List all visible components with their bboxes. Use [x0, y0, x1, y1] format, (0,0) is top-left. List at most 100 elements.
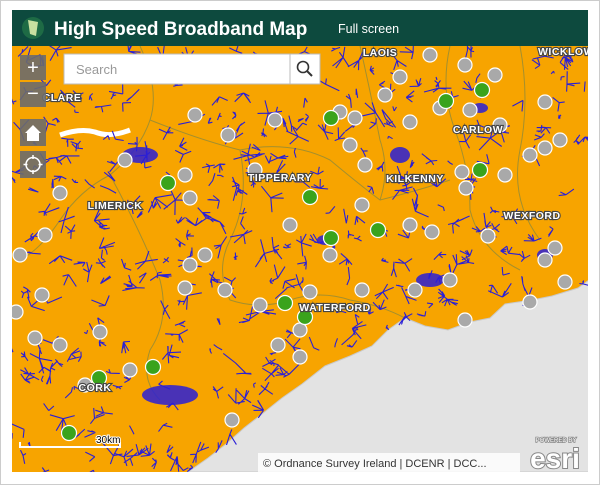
- zoom-out-label: −: [27, 83, 39, 105]
- exchange-marker-green: [296, 308, 314, 326]
- exchange-marker-grey: [407, 282, 423, 298]
- exchange-marker-green: [369, 221, 387, 239]
- exchange-marker-grey: [487, 67, 503, 83]
- exchange-marker-grey: [220, 127, 236, 143]
- exchange-marker-grey: [537, 94, 553, 110]
- county-label: WATERFORD: [299, 302, 370, 314]
- exchange-marker-grey: [224, 412, 240, 428]
- exchange-marker-grey: [77, 377, 93, 393]
- exchange-marker-green: [301, 188, 319, 206]
- exchange-marker-grey: [458, 180, 474, 196]
- scale-bar: [19, 442, 121, 448]
- exchange-marker-grey: [92, 324, 108, 340]
- markers-layer: [12, 47, 573, 442]
- search-button[interactable]: [289, 53, 321, 85]
- exchange-marker-grey: [182, 190, 198, 206]
- scale-label: 30km: [96, 435, 120, 446]
- exchange-marker-grey: [182, 257, 198, 273]
- exchange-marker-grey: [522, 147, 538, 163]
- exchange-marker-grey: [292, 322, 308, 338]
- county-label: LIMERICK: [88, 200, 143, 212]
- exchange-marker-grey: [357, 157, 373, 173]
- exchange-marker-grey: [354, 197, 370, 213]
- exchange-marker-grey: [454, 164, 470, 180]
- exchange-marker-grey: [457, 312, 473, 328]
- zoom-in-button[interactable]: [20, 55, 46, 80]
- exchange-marker-grey: [12, 247, 28, 263]
- exchange-marker-grey: [302, 284, 318, 300]
- exchange-marker-grey: [552, 132, 568, 148]
- header-bar: [12, 10, 588, 46]
- exchange-marker-grey: [557, 274, 573, 290]
- exchange-marker-grey: [422, 47, 438, 63]
- map: LAOIS WICKLOW CLARE CARLOW TIPPERARY KILKENNY…: [12, 46, 594, 472]
- attribution: © Ordnance Survey Ireland | DCENR | DCC.…: [263, 458, 487, 470]
- exchange-marker-grey: [122, 362, 138, 378]
- exchange-marker-grey: [247, 162, 263, 178]
- town-network: [390, 147, 410, 163]
- exchange-marker-green: [322, 109, 340, 127]
- search-placeholder: Search: [76, 62, 117, 77]
- locate-crosshair: [23, 155, 43, 174]
- county-label: TIPPERARY: [248, 172, 312, 184]
- town-network: [416, 273, 444, 287]
- exchange-marker-green: [437, 92, 455, 110]
- exchange-marker-grey: [462, 102, 478, 118]
- zoom-out-button[interactable]: [20, 82, 46, 107]
- exchange-marker-grey: [547, 240, 563, 256]
- exchange-marker-grey: [457, 57, 473, 73]
- county-label: CARLOW: [453, 124, 503, 136]
- exchange-marker-grey: [292, 349, 308, 365]
- exchange-marker-grey: [402, 114, 418, 130]
- esri-logo: esri: [530, 443, 580, 474]
- exchange-marker-grey: [52, 185, 68, 201]
- home-icon: [25, 125, 41, 141]
- exchange-marker-grey: [537, 140, 553, 156]
- search-icon: [296, 60, 310, 74]
- exchange-marker-grey: [347, 110, 363, 126]
- exchange-marker-grey: [52, 337, 68, 353]
- zoom-in-label: +: [27, 57, 39, 79]
- exchange-marker-grey: [34, 287, 50, 303]
- exchange-marker-grey: [492, 117, 508, 133]
- exchange-marker-grey: [37, 227, 53, 243]
- exchange-marker-grey: [392, 69, 408, 85]
- exchange-marker-grey: [177, 280, 193, 296]
- exchange-marker-green: [473, 81, 491, 99]
- exchange-marker-grey: [377, 87, 393, 103]
- sea: [187, 280, 588, 472]
- attribution-bar: [258, 453, 520, 472]
- exchange-marker-grey: [217, 282, 233, 298]
- exchange-marker-grey: [537, 252, 553, 268]
- exchange-marker-green: [471, 161, 489, 179]
- exchange-marker-grey: [402, 217, 418, 233]
- harp-icon: [28, 20, 38, 36]
- exchange-marker-green: [90, 369, 108, 387]
- exchange-marker-grey: [27, 330, 43, 346]
- full-screen-link[interactable]: Full screen: [338, 22, 399, 36]
- exchange-marker-grey: [197, 247, 213, 263]
- exchange-marker-grey: [12, 304, 24, 320]
- exchange-marker-green: [60, 424, 78, 442]
- exchange-marker-grey: [252, 297, 268, 313]
- search-icon-handle: [306, 70, 313, 77]
- esri-caption: POWERED BY: [536, 438, 577, 444]
- town-network: [142, 385, 198, 405]
- county-label: CLARE: [43, 92, 82, 104]
- exchange-marker-grey: [342, 137, 358, 153]
- exchange-marker-green: [276, 294, 294, 312]
- exchange-marker-grey: [187, 107, 203, 123]
- exchange-marker-grey: [322, 247, 338, 263]
- exchange-marker-grey: [177, 167, 193, 183]
- exchange-marker-green: [159, 174, 177, 192]
- county-labels: LAOIS WICKLOW CLARE CARLOW TIPPERARY KILKENNY…: [42, 46, 594, 395]
- county-label: WICKLOW: [538, 46, 594, 58]
- exchange-marker-grey: [267, 112, 283, 128]
- exchange-marker-grey: [497, 167, 513, 183]
- exchange-marker-grey: [424, 224, 440, 240]
- exchange-marker-green: [144, 358, 162, 376]
- river: [59, 127, 131, 138]
- exchange-marker-grey: [522, 294, 538, 310]
- county-label: CORK: [79, 382, 112, 394]
